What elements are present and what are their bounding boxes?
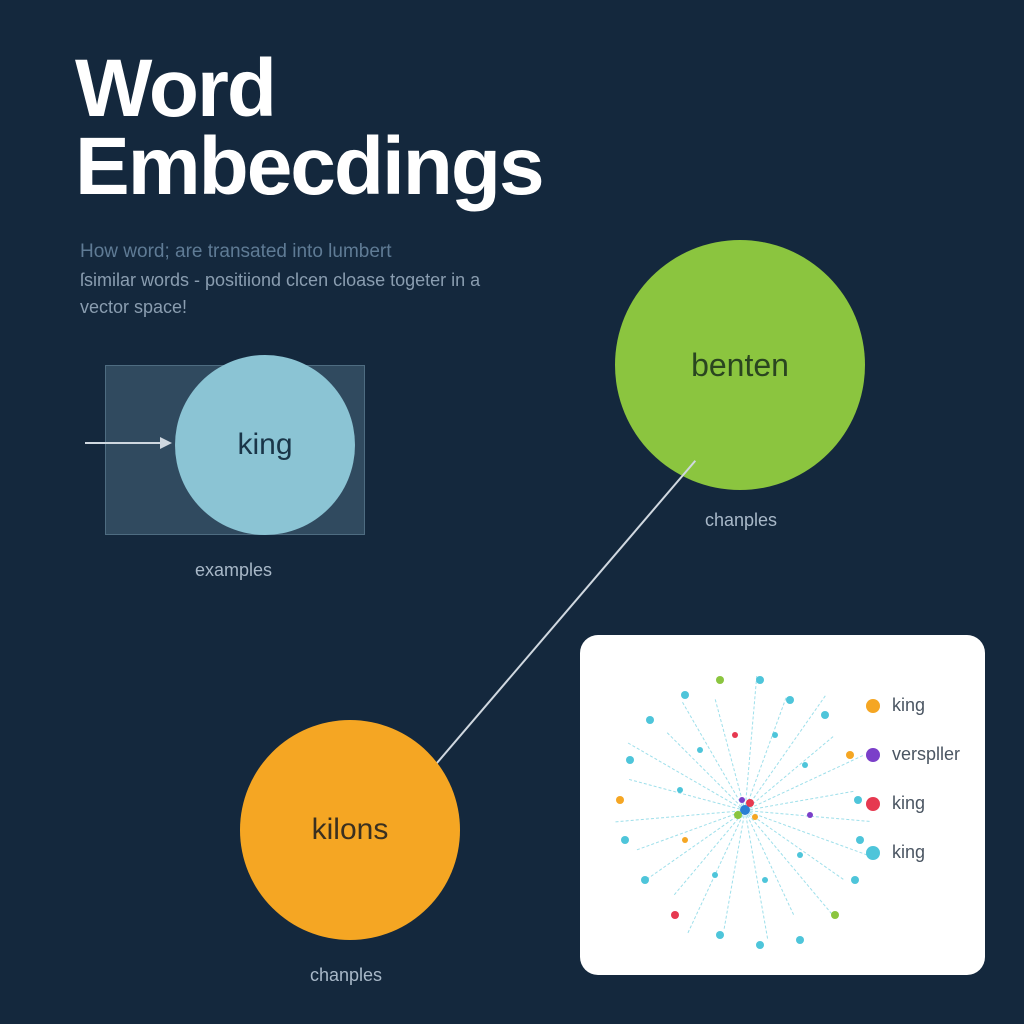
legend-dot-icon (866, 846, 880, 860)
legend-dot-icon (866, 797, 880, 811)
scatter-dot (762, 877, 768, 883)
scatter-dot (821, 711, 829, 719)
kilons-node: kilons (240, 720, 460, 940)
scatter-ray (745, 810, 769, 938)
benten-node: benten (615, 240, 865, 490)
scatter-dot (712, 872, 718, 878)
scatter-dot (682, 837, 688, 843)
scatter-dot (756, 676, 764, 684)
scatter-ray (629, 779, 745, 811)
scatter-dot (732, 732, 738, 738)
arrow-icon (85, 442, 170, 444)
legend-item: king (866, 842, 960, 863)
subtitle: How word; are transated into lumbert ſsi… (80, 238, 500, 321)
scatter-dot (752, 814, 758, 820)
title-line2: Embecdings (75, 128, 543, 206)
king-label: king (237, 428, 292, 462)
scatter-dot (677, 787, 683, 793)
kilons-label: kilons (312, 813, 389, 847)
legend-label: king (892, 695, 925, 716)
king-caption: examples (195, 560, 272, 581)
scatter-dot (856, 836, 864, 844)
scatter-dot (626, 756, 634, 764)
king-node: king (175, 355, 355, 535)
scatter-legend: king verspller king king (866, 695, 960, 863)
scatter-plot (600, 655, 860, 955)
scatter-dot (772, 732, 778, 738)
scatter-dot (621, 836, 629, 844)
scatter-dot (739, 797, 745, 803)
legend-label: king (892, 793, 925, 814)
scatter-dot (846, 751, 854, 759)
main-title: Word Embecdings (75, 50, 543, 206)
legend-item: king (866, 793, 960, 814)
scatter-dot (641, 876, 649, 884)
scatter-dot (786, 696, 794, 704)
subtitle-line1: How word; are transated into lumbert (80, 238, 500, 267)
scatter-dot (851, 876, 859, 884)
benten-caption: chanples (705, 510, 777, 531)
legend-dot-icon (866, 748, 880, 762)
scatter-dot (746, 799, 754, 807)
legend-item: verspller (866, 744, 960, 765)
scatter-dot (616, 796, 624, 804)
scatter-dot (831, 911, 839, 919)
scatter-panel: king verspller king king (580, 635, 985, 975)
subtitle-line2: ſsimilar words - positiiond clcen cloase… (80, 267, 500, 321)
scatter-dot (802, 762, 808, 768)
scatter-dot (796, 936, 804, 944)
scatter-dot (797, 852, 803, 858)
scatter-dot (716, 676, 724, 684)
scatter-dot (646, 716, 654, 724)
legend-item: king (866, 695, 960, 716)
scatter-dot (756, 941, 764, 949)
scatter-ray (724, 810, 746, 928)
legend-label: verspller (892, 744, 960, 765)
scatter-dot (697, 747, 703, 753)
title-line1: Word (75, 50, 543, 128)
benten-label: benten (691, 347, 789, 384)
legend-label: king (892, 842, 925, 863)
kilons-caption: chanples (310, 965, 382, 986)
legend-dot-icon (866, 699, 880, 713)
scatter-dot (854, 796, 862, 804)
scatter-dot (734, 811, 742, 819)
scatter-dot (671, 911, 679, 919)
scatter-dot (716, 931, 724, 939)
scatter-dot (807, 812, 813, 818)
scatter-dot (681, 691, 689, 699)
